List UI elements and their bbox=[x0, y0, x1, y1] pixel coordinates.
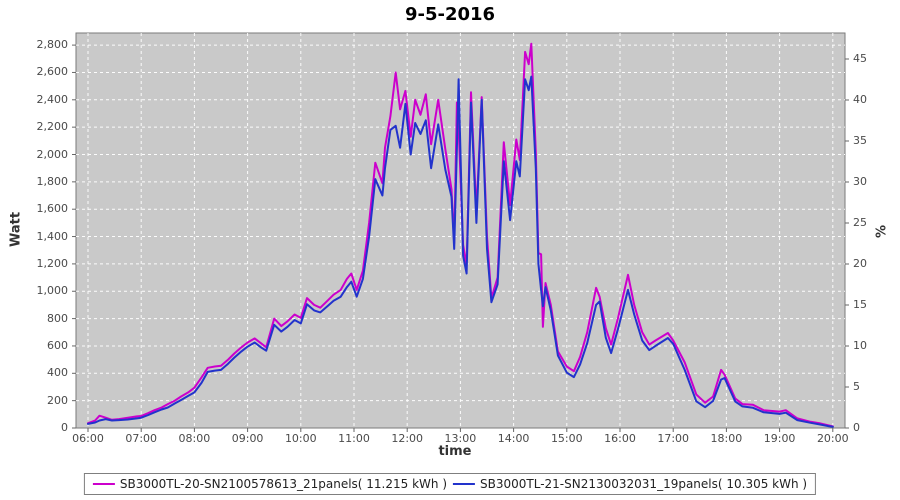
x-axis-tick-label: 06:00 bbox=[72, 432, 104, 445]
x-axis-tick-label: 13:00 bbox=[444, 432, 477, 445]
y-axis-label-watt: Watt bbox=[8, 211, 24, 248]
y-axis-tick-label: 2,800 bbox=[36, 38, 69, 52]
legend-label: SB3000TL-21-SN2130032031_19panels( 10.30… bbox=[480, 477, 808, 491]
y-axis-tick-label: 1,000 bbox=[36, 284, 69, 298]
y2-axis-tick-label: 20 bbox=[853, 257, 867, 270]
y2-axis-tick-label: 10 bbox=[853, 339, 867, 352]
y-axis-tick-label: 1,800 bbox=[36, 174, 69, 188]
legend: SB3000TL-20-SN2100578613_21panels( 11.21… bbox=[83, 473, 817, 495]
x-axis-tick-label: 17:00 bbox=[657, 432, 690, 445]
x-axis-tick-label: 19:00 bbox=[763, 432, 796, 445]
legend-line-swatch-magenta bbox=[92, 483, 115, 485]
y-axis-tick-label: 2,600 bbox=[36, 65, 69, 79]
y2-axis-tick-label: 40 bbox=[853, 93, 867, 106]
y-axis-tick-label: 2,400 bbox=[36, 92, 69, 106]
y2-axis-label-percent: % bbox=[874, 224, 890, 239]
legend-item-inverter-20: SB3000TL-20-SN2100578613_21panels( 11.21… bbox=[92, 477, 447, 491]
y2-axis-tick-label: 30 bbox=[853, 175, 867, 188]
legend-line-swatch-blue bbox=[453, 483, 475, 485]
x-axis-tick-label: 18:00 bbox=[710, 432, 743, 445]
x-axis-tick-label: 08:00 bbox=[178, 432, 211, 445]
y-axis-tick-label: 800 bbox=[47, 311, 68, 325]
legend-label: SB3000TL-20-SN2100578613_21panels( 11.21… bbox=[119, 477, 447, 491]
legend-item-inverter-21: SB3000TL-21-SN2130032031_19panels( 10.30… bbox=[453, 477, 807, 491]
y2-axis-tick-label: 25 bbox=[853, 216, 867, 229]
x-axis-label-time: time bbox=[438, 444, 472, 459]
y-axis-tick-label: 200 bbox=[47, 393, 68, 407]
y-axis-tick-label: 600 bbox=[47, 338, 68, 352]
y2-axis-tick-label: 45 bbox=[853, 52, 867, 65]
plot-background bbox=[75, 32, 846, 429]
series-line-blue bbox=[87, 75, 834, 428]
y-axis-tick-label: 1,600 bbox=[36, 202, 69, 216]
y2-axis-tick-label: 35 bbox=[853, 134, 867, 147]
x-axis-tick-label: 10:00 bbox=[284, 432, 317, 445]
y-axis-tick-label: 400 bbox=[47, 366, 68, 380]
x-axis-tick-label: 11:00 bbox=[338, 432, 370, 445]
x-axis-tick-label: 16:00 bbox=[604, 432, 636, 445]
x-axis-tick-label: 15:00 bbox=[550, 432, 583, 445]
x-axis-tick-label: 07:00 bbox=[125, 432, 158, 445]
y-axis-tick-label: 1,400 bbox=[36, 229, 69, 243]
y2-axis-tick-label: 0 bbox=[853, 421, 860, 434]
y2-axis-tick-label: 15 bbox=[853, 298, 867, 311]
y-axis-tick-label: 2,000 bbox=[36, 147, 69, 161]
y-axis-tick-label: 1,200 bbox=[36, 256, 69, 270]
chart-title: 9-5-2016 bbox=[404, 4, 496, 25]
x-axis-tick-label: 09:00 bbox=[231, 432, 264, 445]
y-axis-tick-label: 0 bbox=[61, 421, 68, 434]
y-axis-tick-label: 2,200 bbox=[36, 120, 69, 134]
x-axis-tick-label: 20:00 bbox=[816, 432, 849, 445]
x-axis-tick-label: 14:00 bbox=[497, 432, 530, 445]
x-axis-tick-label: 12:00 bbox=[391, 432, 424, 445]
series-line-magenta bbox=[87, 42, 834, 428]
y2-axis-tick-label: 5 bbox=[853, 380, 860, 393]
